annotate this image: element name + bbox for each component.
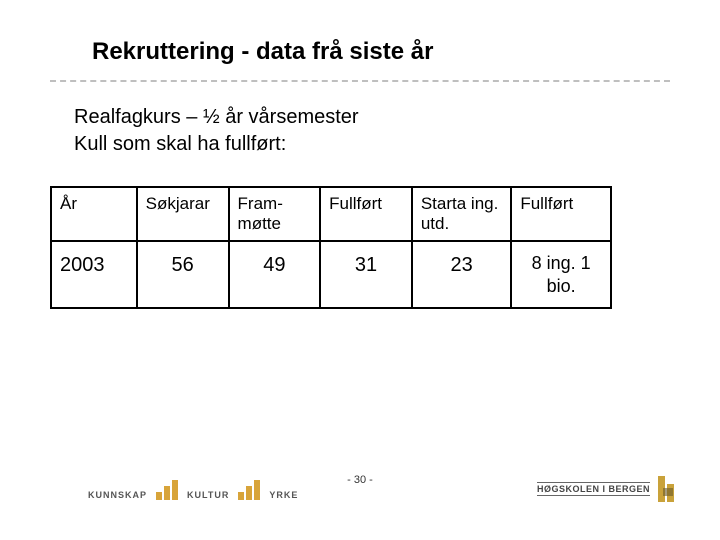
subtitle-line-1: Realfagkurs – ½ år vårsemester [50,104,670,131]
table-header-row: År Søkjarar Fram-møtte Fullført Starta i… [51,187,611,241]
building-icon [658,476,678,502]
bars-icon [238,480,260,500]
footer: KUNNSKAP KULTUR YRKE - 30 - HØGSKOLEN I … [0,462,720,522]
cell-completed-eng: 8 ing. 1 bio. [511,241,611,308]
logo-hogskolen-bergen: HØGSKOLEN I BERGEN [537,476,678,502]
cell-year: 2003 [51,241,137,308]
slide-number: - 30 - [347,474,373,486]
col-header-started-eng: Starta ing. utd. [412,187,512,241]
col-header-year: År [51,187,137,241]
col-header-attended: Fram-møtte [229,187,321,241]
table-row: 2003 56 49 31 23 8 ing. 1 bio. [51,241,611,308]
subtitle-line-2: Kull som skal ha fullført: [50,131,670,158]
col-header-completed-eng: Fullført [511,187,611,241]
page-title: Rekruttering - data frå siste år [50,38,670,66]
cell-completed: 31 [320,241,412,308]
slide: Rekruttering - data frå siste år Realfag… [0,0,720,540]
logo-left-word-1: KUNNSKAP [88,490,147,500]
cell-started-eng: 23 [412,241,512,308]
col-header-completed: Fullført [320,187,412,241]
logo-kunnskap-kultur-yrke: KUNNSKAP KULTUR YRKE [88,480,298,500]
col-header-applicants: Søkjarar [137,187,229,241]
logo-right-text: HØGSKOLEN I BERGEN [537,482,650,496]
cell-applicants: 56 [137,241,229,308]
divider [50,80,670,82]
bars-icon [156,480,178,500]
logo-left-word-2: KULTUR [187,490,229,500]
logo-left-word-3: YRKE [269,490,298,500]
data-table: År Søkjarar Fram-møtte Fullført Starta i… [50,186,612,309]
data-table-container: År Søkjarar Fram-møtte Fullført Starta i… [50,186,670,309]
cell-attended: 49 [229,241,321,308]
